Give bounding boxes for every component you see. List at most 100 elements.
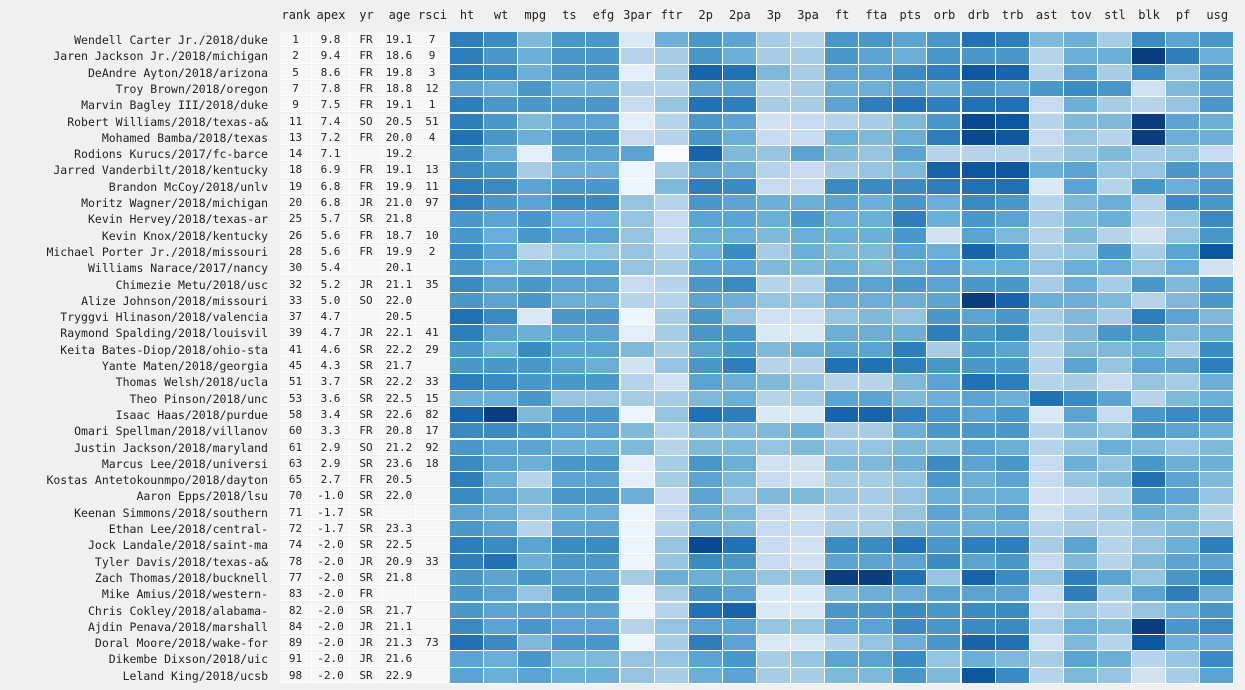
- heatmap-cell: [1132, 553, 1167, 570]
- heatmap-cell: [893, 488, 928, 505]
- heatmap-cell: [450, 243, 485, 261]
- heatmap-cell: [961, 488, 996, 505]
- heatmap-cell: [688, 113, 723, 130]
- heatmap-cell: [995, 455, 1030, 473]
- cell-apex: -2.0: [312, 569, 350, 586]
- heatmap-cell: [825, 341, 860, 358]
- heatmap-cell: [518, 48, 553, 65]
- cell-age: 18.6: [383, 48, 416, 64]
- heatmap-cell: [927, 618, 962, 636]
- heatmap-cell: [1200, 97, 1235, 114]
- cell-apex: 3.4: [312, 406, 350, 423]
- heatmap-cell: [688, 260, 723, 277]
- heatmap-cell: [722, 651, 757, 668]
- heatmap-cell: [927, 48, 962, 65]
- table-row: Mike Amius/2018/western- 83 -2.0 FR: [0, 586, 1245, 603]
- heatmap-cell: [1063, 602, 1098, 619]
- heatmap-cell: [586, 406, 621, 424]
- heatmap-cell: [756, 227, 791, 244]
- heatmap-cell: [961, 325, 996, 342]
- cell-apex: 5.7: [312, 211, 350, 227]
- heatmap-cell: [1063, 227, 1098, 244]
- heatmap-cell: [1063, 537, 1098, 554]
- heatmap-cell: [825, 374, 860, 391]
- heatmap-cell: [1029, 292, 1064, 310]
- heatmap-cell: [1166, 635, 1201, 652]
- heatmap-cell: [620, 80, 655, 98]
- heatmap-cell: [961, 195, 996, 212]
- heatmap-cell: [586, 455, 621, 473]
- heatmap-cell: [484, 227, 519, 244]
- heatmap-cell: [620, 406, 655, 424]
- column-header-row: rank apex yr age rsci ht wt mpg ts efg 3par ftr 2p 2p…: [0, 0, 1245, 30]
- row-label: Doral Moore/2018/wake-for: [94, 636, 268, 651]
- cell-rsci: [416, 537, 449, 553]
- heatmap-cell: [688, 146, 723, 163]
- heatmap-cell: [1166, 80, 1201, 98]
- heatmap-cell: [688, 178, 723, 195]
- cell-apex: 9.4: [312, 48, 350, 64]
- table-row: Robert Williams/2018/texas-a& 11 7.4 SO 20.5…: [0, 113, 1245, 130]
- heatmap-cell: [620, 358, 655, 375]
- cell-yr: SR: [350, 374, 383, 390]
- heatmap-cell: [859, 80, 894, 98]
- heatmap-cell: [995, 80, 1030, 98]
- heatmap-cell: [1132, 439, 1167, 456]
- cell-apex: 7.8: [312, 80, 350, 97]
- cell-rank: 2: [280, 48, 312, 64]
- heatmap-cell: [961, 423, 996, 440]
- heatmap-cell: [859, 472, 894, 489]
- cell-rsci: 18: [416, 455, 449, 472]
- table-row: Jaren Jackson Jr./2018/michigan 2 9.4 FR 18.…: [0, 48, 1245, 65]
- heatmap-cell: [791, 667, 826, 684]
- heatmap-cell: [1029, 586, 1064, 603]
- heatmap-cell: [1063, 504, 1098, 521]
- heatmap-cell: [859, 390, 894, 407]
- heatmap-cell: [995, 602, 1030, 619]
- heatmap-cell: [586, 439, 621, 456]
- heatmap-cell: [1200, 651, 1235, 668]
- table-row: Theo Pinson/2018/unc 53 3.6 SR 22.5 15: [0, 390, 1245, 407]
- cell-rsci: [416, 504, 449, 520]
- heatmap-cell: [552, 162, 587, 179]
- heatmap-cell: [756, 651, 791, 668]
- heatmap-cell: [552, 195, 587, 212]
- cell-yr: SR: [350, 537, 383, 553]
- heatmap-cell: [654, 178, 689, 195]
- heatmap-cell: [1063, 243, 1098, 261]
- heatmap-cell: [1097, 227, 1132, 244]
- heatmap-cell: [688, 80, 723, 98]
- heatmap-cell: [893, 292, 928, 310]
- heatmap-cell: [791, 651, 826, 668]
- heatmap-cell: [484, 553, 519, 570]
- cell-rsci: [416, 602, 449, 618]
- heatmap-cell: [722, 162, 757, 179]
- cell-rank: 61: [280, 439, 312, 455]
- heatmap-cell: [893, 113, 928, 130]
- cell-yr: [350, 309, 383, 325]
- heatmap-cell: [484, 341, 519, 358]
- heatmap-cell: [484, 618, 519, 636]
- heatmap-cell: [756, 423, 791, 440]
- heatmap-cell: [791, 243, 826, 261]
- row-label: Raymond Spalding/2018/louisvil: [60, 326, 268, 341]
- heatmap-cell: [961, 243, 996, 261]
- heatmap-cell: [1132, 406, 1167, 424]
- heatmap-cell: [552, 553, 587, 570]
- cell-rank: 11: [280, 113, 312, 129]
- cell-yr: FR: [350, 162, 383, 178]
- cell-age: 21.7: [383, 358, 416, 374]
- heatmap-cell: [586, 390, 621, 407]
- heatmap-cell: [791, 406, 826, 424]
- heatmap-cell: [1132, 276, 1167, 293]
- heatmap-cell: [1029, 341, 1064, 358]
- heatmap-cell: [893, 586, 928, 603]
- heatmap-cell: [1200, 129, 1235, 147]
- heatmap-cell: [995, 504, 1030, 521]
- heatmap-cell: [859, 195, 894, 212]
- heatmap-cell: [893, 80, 928, 98]
- cell-rsci: 82: [416, 406, 449, 423]
- row-label: Tyler Davis/2018/texas-a&: [94, 554, 268, 569]
- column-header-ht: ht: [459, 8, 475, 22]
- heatmap-cell: [552, 504, 587, 521]
